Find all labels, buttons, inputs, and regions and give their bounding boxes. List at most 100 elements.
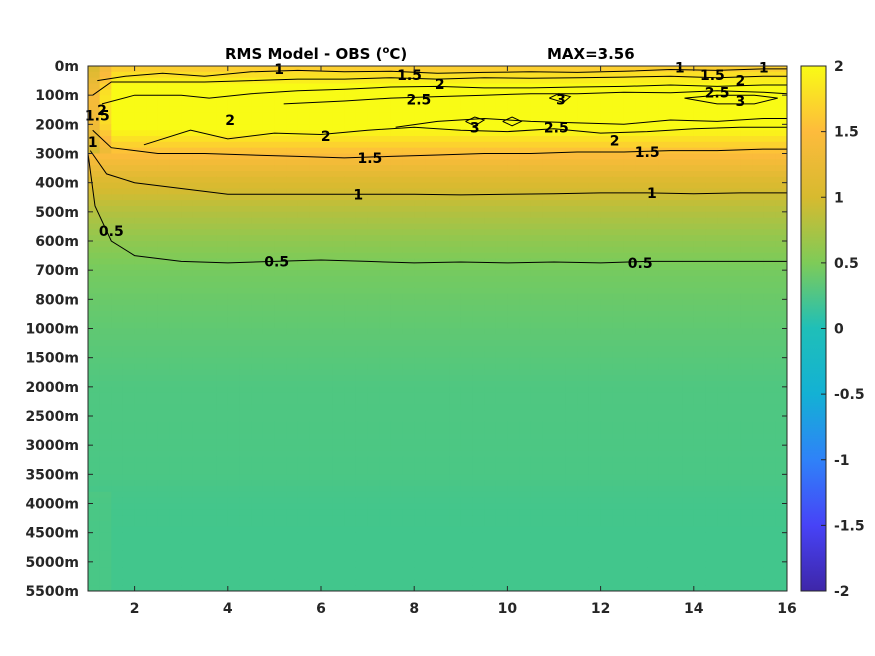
heatmap-cell (262, 386, 275, 394)
heatmap-cell (530, 130, 543, 137)
heatmap-cell (99, 305, 112, 312)
heatmap-cell (717, 538, 730, 545)
heatmap-cell (216, 293, 229, 300)
heatmap-cell (227, 89, 241, 96)
heatmap-cell (588, 281, 602, 289)
heatmap-cell (647, 206, 660, 213)
heatmap-cell (146, 451, 159, 458)
heatmap-cell (565, 503, 578, 510)
heatmap-cell (460, 287, 474, 295)
heatmap-cell (682, 439, 695, 446)
heatmap-cell (390, 264, 404, 271)
heatmap-cell (705, 89, 718, 96)
heatmap-cell (577, 451, 590, 458)
heatmap-cell (612, 351, 625, 359)
heatmap-cell (775, 421, 787, 429)
heatmap-cell (181, 451, 194, 458)
heatmap-cell (635, 77, 648, 85)
heatmap-cell (355, 486, 369, 493)
heatmap-cell (297, 462, 310, 470)
heatmap-cell (134, 340, 147, 347)
heatmap-cell (297, 538, 310, 545)
heatmap-cell (530, 503, 543, 510)
heatmap-cell (682, 526, 695, 534)
heatmap-cell (157, 66, 171, 73)
heatmap-cell (728, 491, 741, 499)
heatmap-cell (507, 206, 520, 213)
heatmap-cell (530, 112, 543, 120)
heatmap-cell (647, 346, 660, 353)
heatmap-cell (402, 439, 415, 446)
heatmap-cell (623, 544, 637, 551)
heatmap-cell (740, 468, 753, 475)
heatmap-cell (460, 106, 474, 114)
heatmap-cell (425, 281, 439, 289)
heatmap-cell (647, 386, 660, 394)
heatmap-cell (157, 468, 171, 475)
heatmap-cell (344, 322, 357, 330)
heatmap-cell (169, 136, 182, 143)
heatmap-cell (286, 346, 299, 353)
heatmap-cell (554, 305, 567, 312)
heatmap-cell (577, 421, 590, 429)
heatmap-cell (99, 474, 112, 481)
heatmap-cell (134, 521, 147, 528)
heatmap-cell (332, 456, 345, 464)
heatmap-cell (414, 416, 427, 423)
heatmap-cell (122, 124, 136, 131)
heatmap-cell (309, 416, 322, 423)
heatmap-cell (728, 171, 741, 178)
heatmap-cell (111, 404, 124, 411)
heatmap-cell (344, 363, 357, 370)
heatmap-cell (379, 101, 392, 108)
heatmap-cell (460, 509, 474, 516)
heatmap-cell (192, 217, 206, 225)
heatmap-cell (321, 526, 334, 534)
heatmap-cell (565, 410, 578, 417)
heatmap-cell (612, 340, 625, 347)
heatmap-cell (344, 130, 357, 137)
heatmap-cell (658, 386, 672, 394)
heatmap-cell (169, 334, 182, 341)
heatmap-cell (600, 433, 613, 440)
heatmap-cell (146, 89, 159, 96)
heatmap-cell (251, 468, 264, 475)
heatmap-cell (495, 287, 508, 295)
heatmap-cell (227, 433, 241, 440)
heatmap-cell (519, 474, 532, 481)
heatmap-cell (122, 316, 136, 324)
heatmap-cell (682, 421, 695, 429)
heatmap-cell (507, 351, 520, 359)
heatmap-cell (728, 456, 741, 464)
heatmap-cell (286, 369, 299, 376)
heatmap-cell (554, 451, 567, 458)
heatmap-cell (134, 130, 147, 137)
heatmap-cell (321, 386, 334, 394)
heatmap-cell (111, 305, 124, 312)
heatmap-cell (192, 200, 206, 207)
heatmap-cell (728, 305, 741, 312)
heatmap-cell (239, 229, 252, 236)
heatmap-cell (274, 264, 287, 271)
heatmap-cell (600, 276, 613, 283)
heatmap-cell (763, 544, 776, 551)
heatmap-cell (286, 276, 299, 283)
heatmap-cell (146, 439, 159, 446)
heatmap-cell (705, 165, 718, 172)
heatmap-cell (414, 171, 427, 178)
heatmap-cell (157, 305, 171, 312)
heatmap-cell (658, 223, 672, 230)
heatmap-cell (251, 293, 264, 300)
heatmap-cell (623, 369, 637, 376)
heatmap-cell (134, 369, 147, 376)
heatmap-cell (658, 83, 672, 90)
heatmap-cell (414, 165, 427, 172)
heatmap-cell (227, 334, 241, 341)
heatmap-cell (728, 136, 741, 143)
heatmap-cell (309, 252, 322, 260)
heatmap-cell (402, 340, 415, 347)
heatmap-cell (169, 89, 182, 96)
heatmap-cell (134, 357, 147, 365)
heatmap-cell (740, 515, 753, 522)
heatmap-cell (740, 141, 753, 149)
